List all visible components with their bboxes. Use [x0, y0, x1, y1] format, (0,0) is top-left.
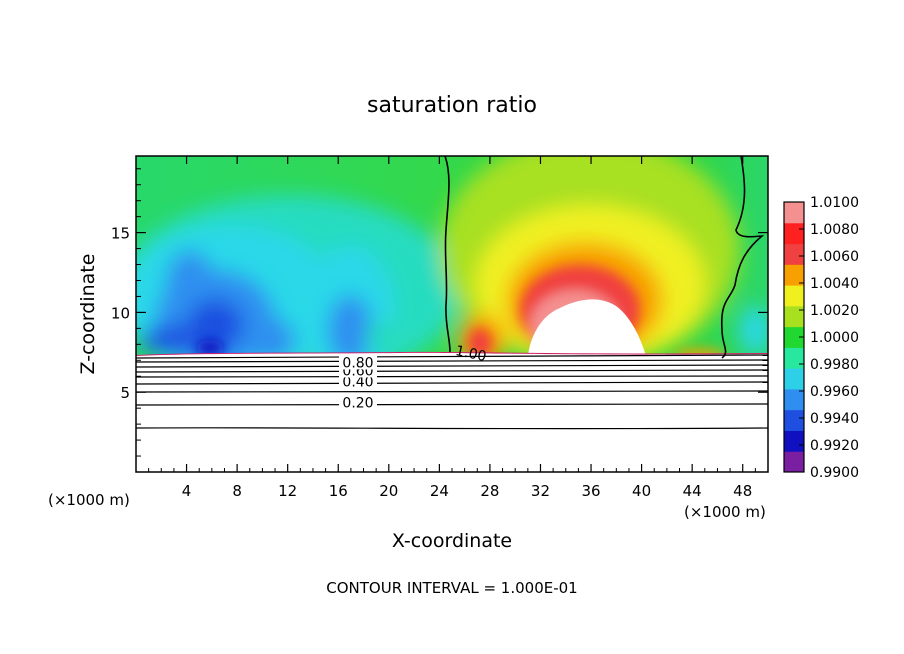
colorbar-swatch — [784, 430, 804, 452]
colorbar-swatch — [784, 202, 804, 224]
y-axis-label: Z-coordinate — [77, 254, 99, 375]
y-tick-label: 5 — [120, 384, 130, 402]
colorbar: 1.0100 1.0080 1.0060 1.0040 1.0020 1.0000 0.99… — [783, 195, 859, 481]
x-tick-label: 48 — [733, 482, 752, 500]
colorbar-tick-label: 1.0000 — [810, 330, 859, 346]
x-tick-label: 28 — [480, 482, 499, 500]
x-tick-label: 4 — [182, 482, 192, 500]
x-tick-label: 20 — [379, 482, 398, 500]
colorbar-swatch — [784, 264, 804, 286]
contour-label: 0.40 — [342, 375, 373, 391]
x-axis: 4 8 12 16 20 24 28 32 36 40 44 48 — [148, 156, 756, 500]
colorbar-swatch — [784, 347, 804, 369]
colorbar-tick-label: 0.9900 — [810, 465, 859, 481]
colorbar-tick-label: 0.9980 — [810, 357, 859, 373]
colorbar-swatch — [784, 243, 804, 265]
colorbar-swatch — [784, 368, 804, 390]
x-tick-label: 36 — [581, 482, 600, 500]
colorbar-tick-label: 1.0100 — [810, 195, 859, 211]
contour-label-bg — [339, 355, 377, 370]
x-tick-label: 12 — [278, 482, 297, 500]
y-tick-label: 15 — [111, 225, 130, 243]
colorbar-tick-label: 0.9940 — [810, 411, 859, 427]
colorbar-swatch — [784, 388, 804, 411]
contour-label: 0.20 — [342, 395, 373, 411]
colorbar-swatch — [784, 222, 804, 245]
y-axis: 5 10 15 — [111, 168, 768, 457]
x-tick-label: 8 — [232, 482, 242, 500]
contour-interval-note: CONTOUR INTERVAL = 1.000E-01 — [326, 579, 577, 597]
x-tick-label: 24 — [430, 482, 449, 500]
x-unit-right: (×1000 m) — [684, 503, 766, 521]
colorbar-tick-label: 1.0020 — [810, 303, 859, 319]
y-tick-label: 10 — [111, 304, 130, 322]
contour-label-bg — [339, 395, 377, 410]
colorbar-swatch — [784, 326, 804, 348]
contour-label-bg — [339, 374, 377, 389]
colorbar-tick-label: 1.0080 — [810, 222, 859, 238]
colorbar-swatch — [784, 451, 804, 473]
x-axis-label: X-coordinate — [392, 530, 512, 552]
x-tick-label: 44 — [683, 482, 702, 500]
heatmap-field: 0.200.400.600.80 1.00 — [136, 156, 768, 472]
x-unit-left: (×1000 m) — [48, 491, 130, 509]
x-tick-label: 32 — [531, 482, 550, 500]
colorbar-tick-label: 1.0040 — [810, 276, 859, 292]
colorbar-swatch — [784, 409, 804, 431]
contour-label: 0.80 — [342, 355, 373, 371]
colorbar-swatch — [784, 305, 804, 328]
chart-title: saturation ratio — [367, 93, 537, 118]
colorbar-swatch — [784, 285, 804, 307]
colorbar-tick-label: 0.9920 — [810, 438, 859, 454]
x-tick-label: 16 — [329, 482, 348, 500]
contour-label: 1.00 — [454, 343, 488, 365]
colorbar-tick-label: 0.9960 — [810, 384, 859, 400]
colorbar-tick-label: 1.0060 — [810, 249, 859, 265]
x-tick-label: 40 — [632, 482, 651, 500]
